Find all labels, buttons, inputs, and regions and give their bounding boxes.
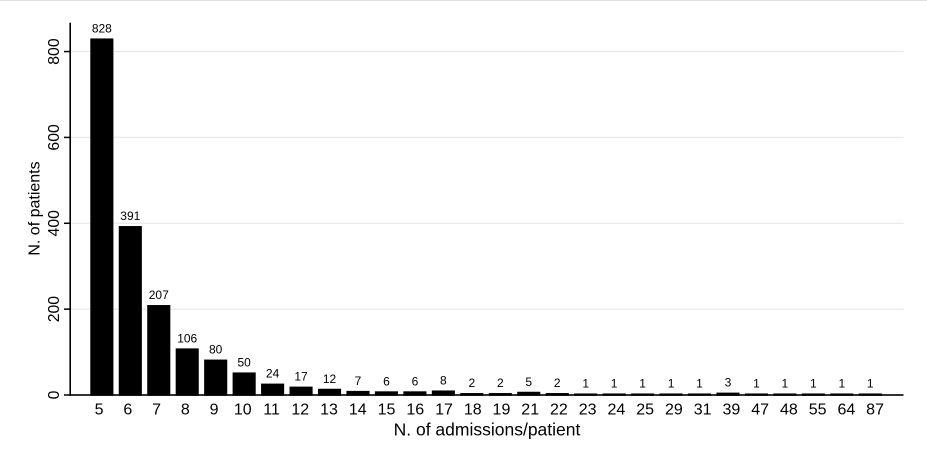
svg-text:80: 80 xyxy=(209,343,223,357)
svg-text:106: 106 xyxy=(177,331,197,345)
svg-text:64: 64 xyxy=(837,402,855,419)
svg-text:0: 0 xyxy=(46,390,63,399)
svg-text:2: 2 xyxy=(468,376,475,390)
svg-text:9: 9 xyxy=(210,402,219,419)
svg-text:17: 17 xyxy=(435,402,453,419)
svg-text:39: 39 xyxy=(722,402,740,419)
svg-text:18: 18 xyxy=(464,402,482,419)
svg-text:87: 87 xyxy=(866,402,884,419)
svg-text:1: 1 xyxy=(696,376,703,390)
svg-text:6: 6 xyxy=(412,374,419,388)
svg-text:11: 11 xyxy=(263,402,280,419)
svg-text:47: 47 xyxy=(751,402,769,419)
svg-text:1: 1 xyxy=(838,376,845,390)
svg-text:7: 7 xyxy=(152,402,161,419)
svg-text:1: 1 xyxy=(867,376,874,390)
svg-text:23: 23 xyxy=(579,402,597,419)
svg-text:12: 12 xyxy=(323,372,337,386)
svg-text:828: 828 xyxy=(92,21,112,35)
svg-text:600: 600 xyxy=(46,124,63,151)
svg-text:12: 12 xyxy=(291,402,309,419)
svg-text:22: 22 xyxy=(550,402,568,419)
svg-text:8: 8 xyxy=(181,402,190,419)
svg-text:13: 13 xyxy=(320,402,338,419)
svg-text:48: 48 xyxy=(780,402,798,419)
svg-text:25: 25 xyxy=(636,402,654,419)
svg-text:14: 14 xyxy=(349,402,367,419)
svg-text:207: 207 xyxy=(149,288,169,302)
svg-text:24: 24 xyxy=(266,367,280,381)
svg-text:N. of admissions/patient: N. of admissions/patient xyxy=(394,420,581,440)
svg-text:16: 16 xyxy=(406,402,424,419)
svg-text:21: 21 xyxy=(521,402,539,419)
svg-text:8: 8 xyxy=(440,373,447,387)
svg-text:7: 7 xyxy=(355,374,362,388)
svg-text:24: 24 xyxy=(608,402,626,419)
svg-text:15: 15 xyxy=(378,402,396,419)
svg-text:3: 3 xyxy=(725,376,732,390)
svg-text:10: 10 xyxy=(234,402,252,419)
svg-text:5: 5 xyxy=(95,402,104,419)
svg-text:1: 1 xyxy=(782,376,789,390)
svg-text:19: 19 xyxy=(493,402,511,419)
svg-text:6: 6 xyxy=(123,402,132,419)
svg-text:1: 1 xyxy=(668,376,675,390)
svg-text:1: 1 xyxy=(582,376,589,390)
svg-text:29: 29 xyxy=(665,402,683,419)
svg-text:1: 1 xyxy=(810,376,817,390)
svg-text:1: 1 xyxy=(753,376,760,390)
svg-text:200: 200 xyxy=(46,296,63,323)
svg-text:2: 2 xyxy=(554,376,561,390)
svg-text:800: 800 xyxy=(46,38,63,65)
svg-text:50: 50 xyxy=(237,355,251,369)
svg-text:1: 1 xyxy=(639,376,646,390)
svg-text:17: 17 xyxy=(294,370,308,384)
svg-text:55: 55 xyxy=(809,402,827,419)
svg-text:1: 1 xyxy=(611,376,618,390)
svg-text:5: 5 xyxy=(525,375,532,389)
svg-text:31: 31 xyxy=(694,402,712,419)
svg-text:400: 400 xyxy=(46,210,63,237)
svg-text:2: 2 xyxy=(497,376,504,390)
svg-text:391: 391 xyxy=(120,209,140,223)
svg-text:6: 6 xyxy=(383,374,390,388)
svg-text:N. of patients: N. of patients xyxy=(27,161,44,255)
